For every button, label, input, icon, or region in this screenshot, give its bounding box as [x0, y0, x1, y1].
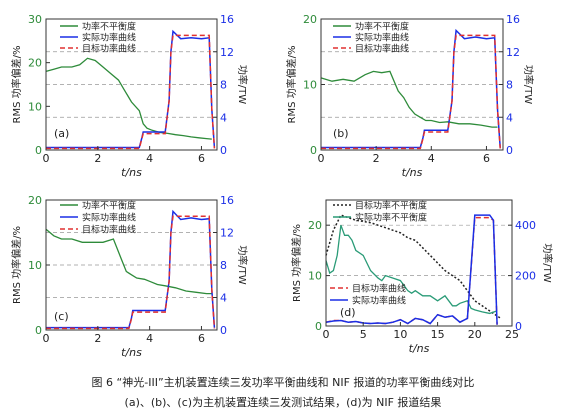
y2-tick-label: 0: [220, 324, 227, 337]
series-line: [46, 209, 216, 329]
y2-tick-label: 8: [220, 259, 227, 272]
x-axis-label: t/ns: [121, 346, 142, 359]
y-tick-label: 10: [28, 259, 42, 272]
x-tick-label: 6: [483, 152, 490, 165]
y2-tick-label: 16: [220, 194, 234, 207]
panel-label: (a): [54, 127, 69, 140]
x-tick-label: 6: [198, 332, 205, 345]
y-tick-label: 20: [308, 219, 322, 232]
x-tick-label: 2: [94, 332, 101, 345]
series-line: [325, 224, 498, 315]
y2-axis-label: 功率/TW: [541, 243, 554, 282]
y2-tick-label: 12: [220, 227, 234, 240]
x-tick-label: 20: [468, 328, 482, 341]
series-line: [45, 228, 212, 295]
series-line: [325, 214, 498, 325]
y2-tick-label: 0: [515, 320, 522, 333]
legend-label: 实际功率曲线: [352, 295, 406, 307]
y-axis-label: RMS 功率偏差/%: [10, 46, 23, 124]
legend-label: 功率不平衡度: [82, 200, 136, 212]
x-tick-label: 4: [428, 152, 435, 165]
y2-axis-label: 功率/TW: [236, 65, 249, 104]
legend-label: 功率不平衡度: [355, 21, 409, 33]
x-axis-label: t/ns: [121, 166, 142, 179]
x-tick-label: 4: [146, 152, 153, 165]
y-tick-label: 20: [28, 194, 42, 207]
legend-label: 实际功率不平衡度: [355, 212, 427, 224]
y-tick-label: 10: [308, 270, 322, 283]
legend-label: 实际功率曲线: [82, 212, 136, 224]
x-tick-label: 25: [505, 328, 519, 341]
series-line: [46, 215, 216, 330]
y2-tick-label: 400: [515, 219, 536, 232]
y-tick-label: 0: [315, 320, 322, 333]
y2-tick-label: 200: [515, 270, 536, 283]
series-line: [325, 214, 502, 320]
legend-label: 目标功率曲线: [82, 224, 136, 236]
y-tick-label: 10: [303, 79, 317, 92]
y2-axis-label: 功率/TW: [522, 65, 535, 104]
figure-subcaption: (a)、(b)、(c)为主机装置连续三发测试结果，(d)为 NIF 报道结果: [124, 396, 442, 409]
legend-label: 实际功率曲线: [82, 32, 136, 44]
x-tick-label: 2: [373, 152, 380, 165]
y-tick-label: 30: [28, 13, 42, 26]
x-tick-label: 0: [43, 332, 50, 345]
x-tick-label: 2: [94, 152, 101, 165]
y2-tick-label: 16: [506, 13, 520, 26]
y2-tick-label: 4: [220, 292, 227, 305]
series-line: [45, 57, 212, 140]
x-axis-label: t/ns: [402, 166, 423, 179]
y-tick-label: 20: [28, 57, 42, 70]
y2-tick-label: 16: [220, 13, 234, 26]
legend-label: 目标功率曲线: [82, 43, 136, 55]
plot-frame: [325, 199, 513, 327]
x-tick-label: 6: [198, 152, 205, 165]
legend-label: 目标功率曲线: [355, 43, 409, 55]
x-tick-label: 15: [431, 328, 445, 341]
panel-label: (c): [54, 310, 69, 323]
y-tick-label: 0: [310, 144, 317, 157]
chart-b: 0 10 20 0 4 8 12 16 0 2 4 6 t/ns RMS 功率偏差/% 功率/TW (b) 功率…: [285, 13, 535, 179]
series-line: [321, 28, 501, 149]
legend-label: 实际功率曲线: [355, 32, 409, 44]
y2-tick-label: 4: [506, 111, 513, 124]
x-tick-label: 5: [360, 328, 367, 341]
panel-label: (d): [340, 306, 356, 319]
x-tick-label: 10: [393, 328, 407, 341]
x-tick-label: 0: [323, 328, 330, 341]
y2-tick-label: 12: [220, 46, 234, 59]
y2-tick-label: 0: [506, 144, 513, 157]
series-line: [321, 34, 501, 150]
y-tick-label: 0: [35, 324, 42, 337]
x-tick-label: 4: [146, 332, 153, 345]
x-tick-label: 0: [43, 152, 50, 165]
panel-label: (b): [333, 127, 349, 140]
chart-a: 0 10 20 30 0 4 8 12 16 0 2 4 6 t/ns RMS 功率偏差/% 功率/TW (a)…: [10, 13, 249, 179]
y2-tick-label: 8: [220, 79, 227, 92]
y-tick-label: 20: [303, 13, 317, 26]
legend-label: 目标功率不平衡度: [355, 200, 427, 212]
y-axis-label: RMS 功率偏差/%: [285, 46, 298, 124]
legend-label: 目标功率曲线: [352, 283, 406, 295]
y2-axis-label: 功率/TW: [236, 245, 249, 284]
y2-tick-label: 0: [220, 144, 227, 157]
chart-c: 0 10 20 0 4 8 12 16 0 2 4 6 t/ns RMS 功率偏差/% 功率/TW (c) 功率…: [10, 194, 249, 359]
x-axis-label: t/ns: [409, 342, 430, 355]
y-tick-label: 10: [28, 100, 42, 113]
y2-tick-label: 4: [220, 111, 227, 124]
series-line: [320, 70, 498, 128]
y2-tick-label: 12: [506, 46, 520, 59]
figure-caption: 图 6 “神光-III”主机装置连续三发功率平衡曲线和 NIF 报道的功率平衡曲…: [91, 376, 475, 389]
legend-label: 功率不平衡度: [82, 21, 136, 33]
y-tick-label: 0: [35, 144, 42, 157]
y-axis-label: RMS 功率偏差/%: [290, 224, 303, 302]
y2-tick-label: 8: [506, 79, 513, 92]
x-tick-label: 0: [318, 152, 325, 165]
y-axis-label: RMS 功率偏差/%: [10, 226, 23, 304]
series-line: [46, 34, 216, 150]
